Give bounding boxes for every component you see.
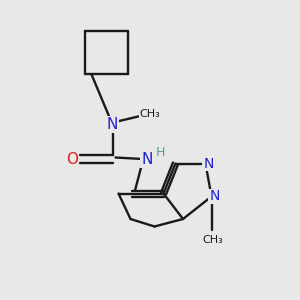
Text: N: N bbox=[141, 152, 153, 166]
Text: H: H bbox=[156, 146, 165, 160]
Text: CH₃: CH₃ bbox=[140, 109, 160, 119]
Text: N: N bbox=[209, 190, 220, 203]
Text: O: O bbox=[66, 152, 78, 166]
Text: N: N bbox=[203, 157, 214, 170]
Text: N: N bbox=[107, 117, 118, 132]
Text: CH₃: CH₃ bbox=[202, 235, 224, 245]
